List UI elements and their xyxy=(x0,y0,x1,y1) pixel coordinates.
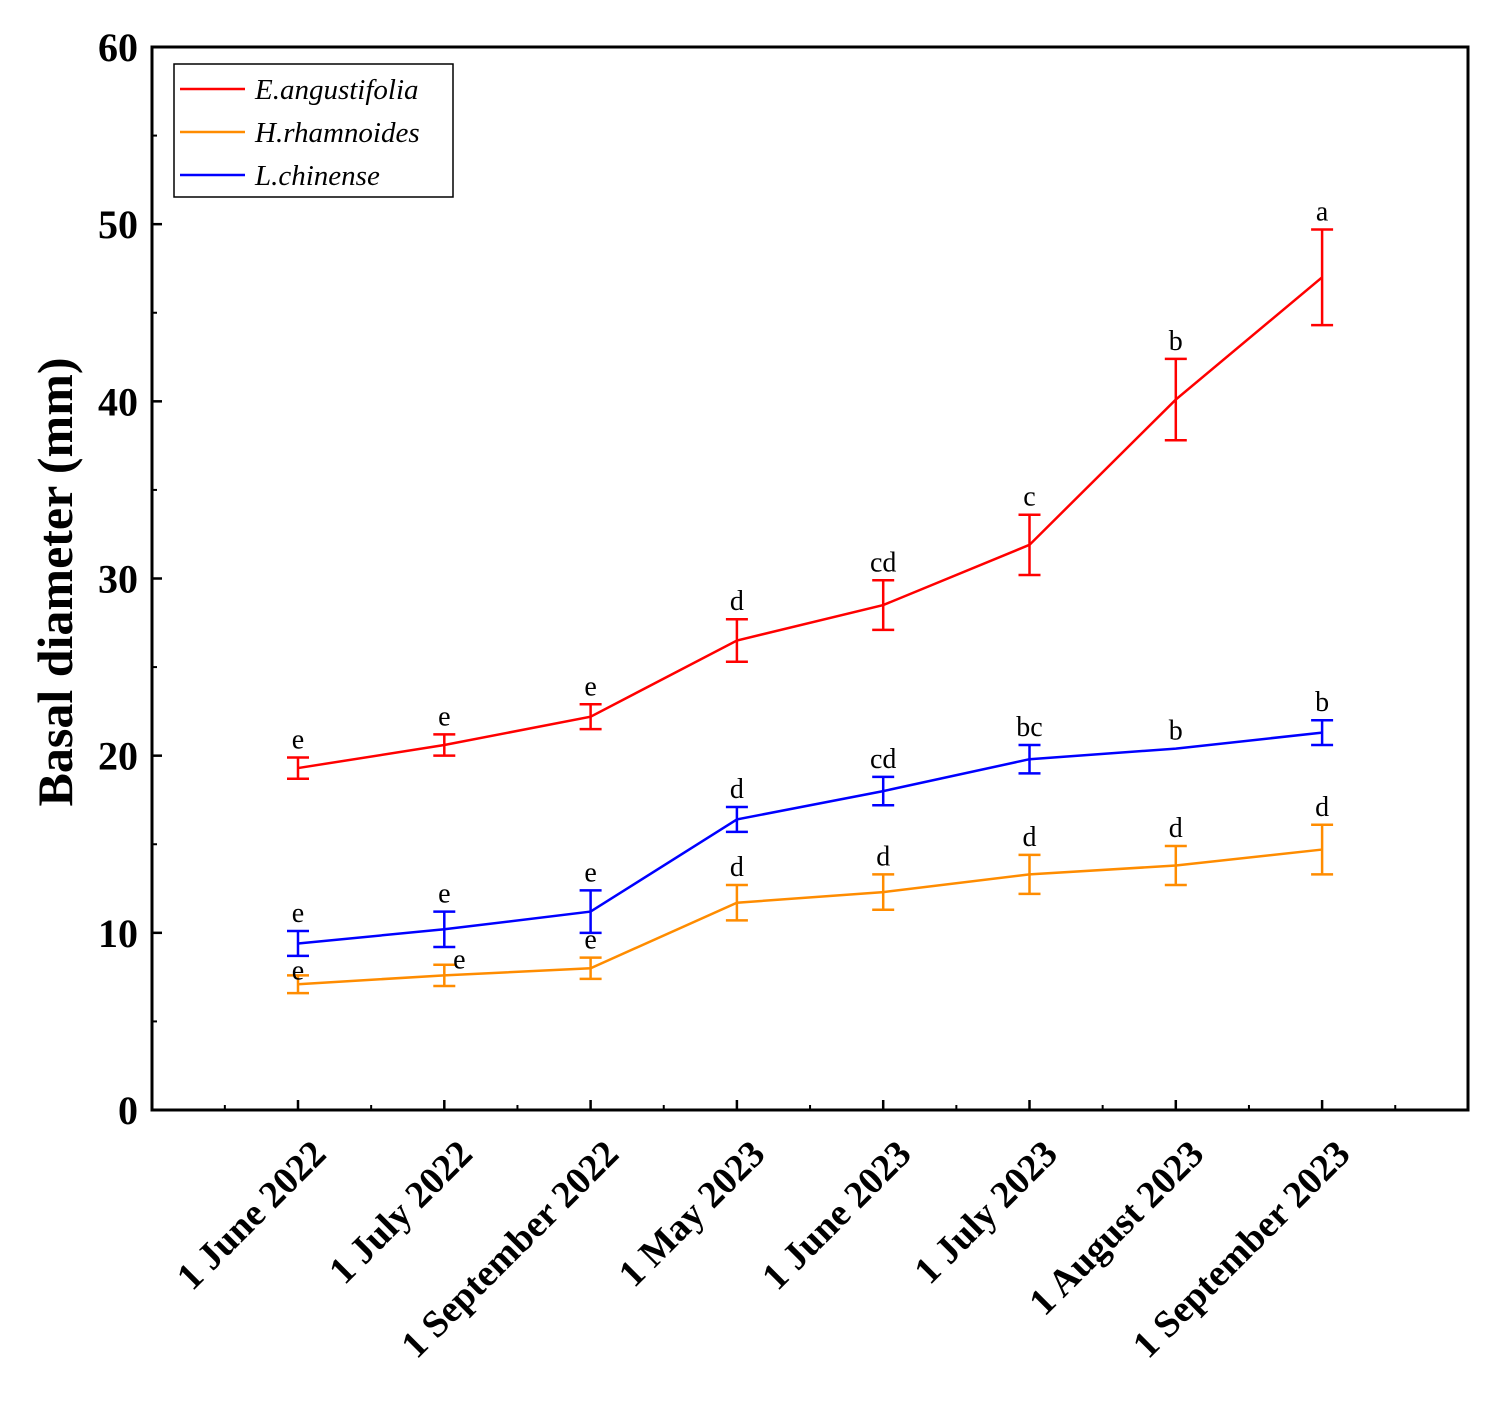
significance-label: e xyxy=(453,945,465,976)
significance-label: d xyxy=(730,852,744,883)
y-tick-label: 50 xyxy=(98,202,138,247)
y-tick-label: 40 xyxy=(98,379,138,424)
significance-label: d xyxy=(1023,822,1037,853)
significance-label: e xyxy=(438,701,450,732)
series-line xyxy=(297,731,1323,945)
significance-label: d xyxy=(730,774,744,805)
significance-label: b xyxy=(1169,716,1183,747)
y-tick-label: 30 xyxy=(98,557,138,602)
y-tick-label: 60 xyxy=(98,25,138,70)
y-tick-label: 10 xyxy=(98,911,138,956)
series-line xyxy=(297,276,1323,770)
significance-label: e xyxy=(292,955,304,986)
y-tick-label: 20 xyxy=(98,734,138,779)
significance-label: e xyxy=(438,879,450,910)
axes-layer xyxy=(150,45,1470,1112)
significance-label: e xyxy=(584,857,596,888)
legend-label: H.rhamnoides xyxy=(254,117,420,149)
significance-label: d xyxy=(1315,792,1329,823)
significance-label: e xyxy=(584,671,596,702)
significance-label: e xyxy=(584,925,596,956)
series-line xyxy=(297,848,1323,986)
significance-label: c xyxy=(1023,482,1035,513)
legend: E.angustifolia H.rhamnoides L.chinense xyxy=(173,63,454,198)
significance-label: cd xyxy=(870,547,896,578)
series-L.chinense xyxy=(287,718,1334,958)
series-H.rhamnoides xyxy=(287,823,1334,995)
significance-label: a xyxy=(1316,196,1329,227)
significance-label: d xyxy=(730,586,744,617)
legend-label: L.chinense xyxy=(254,160,380,192)
significance-label: e xyxy=(292,724,304,755)
significance-label: cd xyxy=(870,744,896,775)
significance-label: b xyxy=(1315,687,1329,718)
significance-label: e xyxy=(292,898,304,929)
series-E.angustifolia xyxy=(287,228,1334,780)
significance-label: d xyxy=(876,841,890,872)
legend-label: E.angustifolia xyxy=(254,74,419,106)
y-tick-label: 0 xyxy=(118,1088,138,1133)
series-layer xyxy=(287,228,1334,995)
significance-label: b xyxy=(1169,326,1183,357)
significance-label: d xyxy=(1169,813,1183,844)
significance-label: bc xyxy=(1016,712,1042,743)
y-axis-title: Basal diameter (mm) xyxy=(27,358,83,807)
